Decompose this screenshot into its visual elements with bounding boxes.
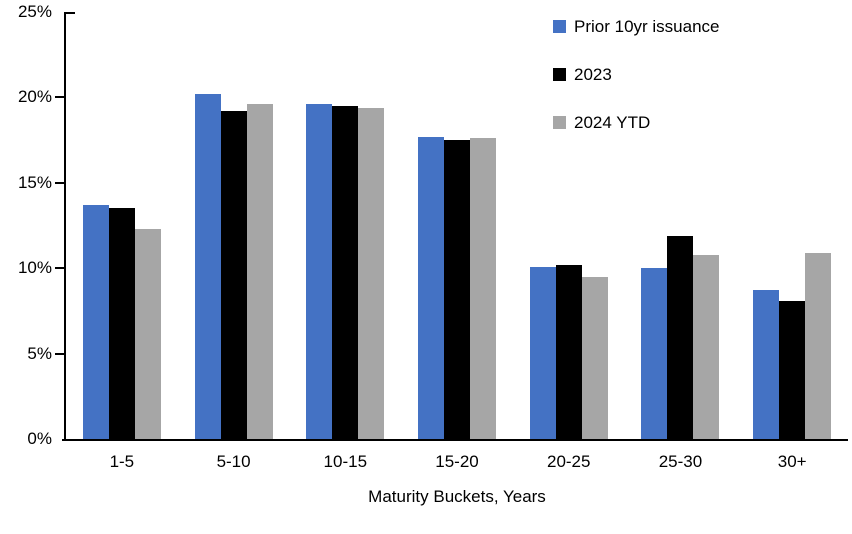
- bar-2023-25-30: [667, 235, 694, 439]
- bar-prior-10yr-issuance-5-10: [194, 93, 221, 439]
- x-axis-label: 15-20: [435, 452, 479, 471]
- y-axis-label: 20%: [17, 87, 52, 107]
- bar-2023-5-10: [220, 111, 247, 439]
- bar-prior-10yr-issuance-1-5: [82, 205, 109, 439]
- legend-marker-blue-icon: [553, 20, 566, 33]
- x-axis-line: [62, 439, 848, 441]
- y-axis-label: 10%: [17, 258, 52, 278]
- y-axis-tick: [55, 96, 64, 99]
- x-axis-tick-labels: 1-5 5-10 10-15 15-20 20-25 25-30 30+: [66, 452, 848, 472]
- bar-2023-20-25: [555, 264, 582, 439]
- legend-marker-gray-icon: [553, 116, 566, 129]
- y-axis-line: [64, 12, 66, 441]
- y-axis-label: 5%: [27, 343, 52, 363]
- bar-2024-ytd-30+: [805, 252, 832, 439]
- x-axis-label: 5-10: [216, 452, 251, 471]
- bar-group-25-30: [625, 12, 737, 439]
- bar-group-10-15: [289, 12, 401, 439]
- x-axis-label: 25-30: [658, 452, 703, 471]
- y-axis-label: 25%: [17, 2, 52, 21]
- legend-label: 2024 YTD: [574, 112, 651, 132]
- bar-prior-10yr-issuance-15-20: [418, 136, 445, 439]
- y-axis-label: 0%: [27, 429, 52, 448]
- y-axis-tick-labels: 0% 5% 10% 15% 20% 25%: [0, 0, 52, 534]
- legend-label: Prior 10yr issuance: [574, 16, 720, 36]
- legend: Prior 10yr issuance 2023 2024 YTD: [553, 11, 720, 138]
- y-axis-label: 15%: [17, 172, 52, 192]
- legend-label: 2023: [574, 64, 612, 84]
- bar-prior-10yr-issuance-25-30: [641, 268, 668, 439]
- bar-group-20-25: [513, 12, 625, 439]
- legend-item-2024-ytd: 2024 YTD: [553, 107, 720, 138]
- legend-item-prior-10yr: Prior 10yr issuance: [553, 11, 720, 42]
- bar-2024-ytd-20-25: [581, 276, 608, 439]
- bar-2024-ytd-1-5: [134, 228, 161, 439]
- bar-2024-ytd-5-10: [246, 104, 273, 439]
- plot-area: [55, 12, 848, 441]
- x-axis-label: 30+: [777, 452, 807, 471]
- bar-group-1-5: [66, 12, 178, 439]
- bar-prior-10yr-issuance-20-25: [529, 266, 556, 439]
- y-axis-tick: [55, 181, 64, 184]
- bar-groups: [66, 12, 848, 439]
- y-axis-top-tick: [66, 12, 75, 14]
- bar-2023-15-20: [444, 140, 471, 439]
- legend-item-2023: 2023: [553, 59, 720, 90]
- bar-group-15-20: [401, 12, 513, 439]
- bar-2023-10-15: [332, 105, 359, 439]
- x-axis-label: 1-5: [109, 452, 135, 471]
- bar-2023-1-5: [108, 208, 135, 439]
- bar-group-30+: [736, 12, 848, 439]
- bar-2024-ytd-25-30: [693, 254, 720, 439]
- x-axis-label: 10-15: [323, 452, 368, 471]
- bar-2023-30+: [779, 300, 806, 439]
- bar-2024-ytd-15-20: [470, 138, 497, 439]
- bar-group-5-10: [178, 12, 290, 439]
- y-axis-tick: [55, 267, 64, 270]
- bar-prior-10yr-issuance-30+: [753, 290, 780, 439]
- x-axis-label: 20-25: [546, 452, 591, 471]
- x-axis-title: Maturity Buckets, Years: [368, 487, 546, 506]
- legend-marker-black-icon: [553, 68, 566, 81]
- bar-2024-ytd-10-15: [358, 107, 385, 439]
- y-axis-tick: [55, 352, 64, 355]
- bar-prior-10yr-issuance-10-15: [306, 104, 333, 439]
